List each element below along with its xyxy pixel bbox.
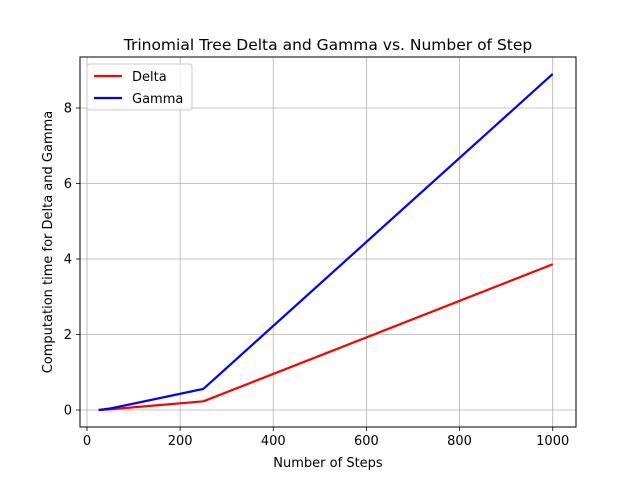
series-line-gamma [98, 73, 554, 412]
legend: Delta Gamma [86, 63, 193, 111]
y-tick-label: 8 [64, 101, 72, 116]
y-tick-label: 0 [64, 404, 72, 419]
x-tick-label: 800 [447, 434, 472, 449]
axis-ticks: 0 200 400 600 800 1000 0 2 4 6 8 [64, 101, 570, 449]
x-tick-label: 400 [261, 434, 286, 449]
y-tick-label: 2 [64, 328, 72, 343]
x-tick-label: 0 [83, 434, 91, 449]
legend-delta-label: Delta [132, 70, 167, 85]
grid [80, 57, 576, 427]
x-tick-label: 1000 [536, 434, 569, 449]
y-tick-label: 4 [64, 252, 72, 267]
x-axis-label: Number of Steps [273, 456, 383, 471]
x-tick-label: 600 [354, 434, 379, 449]
plot-area-frame [79, 56, 577, 428]
plot-series [98, 73, 554, 412]
y-axis-label: Computation time for Delta and Gamma [41, 111, 56, 374]
legend-gamma-label: Gamma [132, 92, 183, 107]
x-tick-label: 200 [168, 434, 193, 449]
y-tick-label: 6 [64, 177, 72, 192]
chart-title: Trinomial Tree Delta and Gamma vs. Numbe… [123, 36, 533, 54]
